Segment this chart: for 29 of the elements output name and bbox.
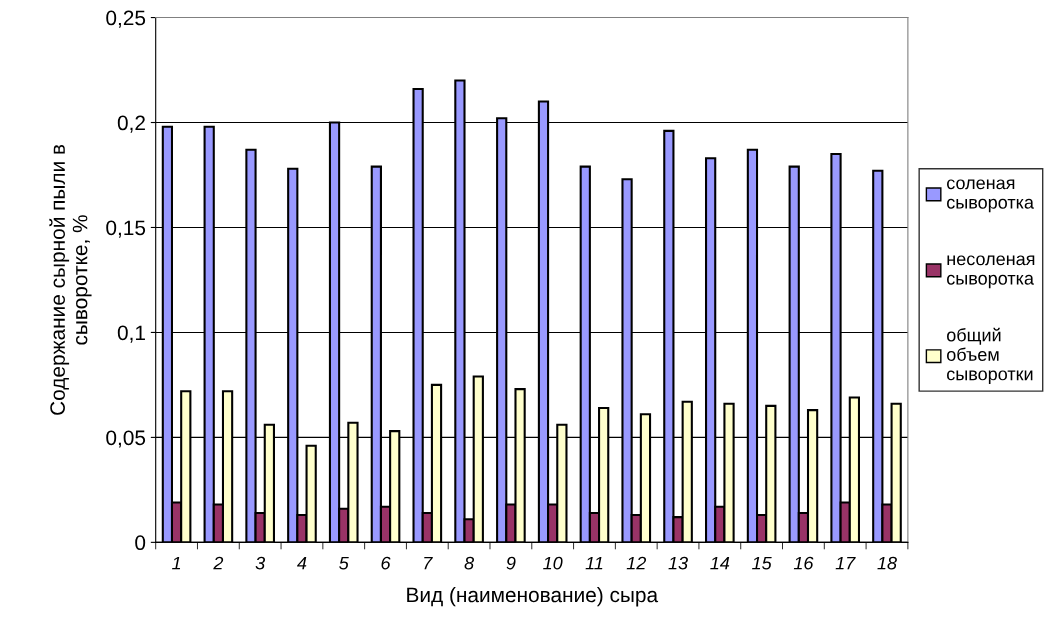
legend-label: несоленая сыворотка [947, 255, 1035, 289]
x-tick-label: 5 [339, 556, 349, 570]
y-tick-label: 0,05 [106, 430, 146, 448]
x-tick-label: 9 [506, 556, 516, 570]
x-tick-label: 6 [381, 556, 391, 570]
x-tick-label: 15 [752, 556, 772, 570]
x-tick-label: 1 [172, 556, 181, 570]
x-tick-label: 2 [213, 556, 224, 570]
x-tick-label: 12 [626, 556, 647, 570]
x-tick-label: 18 [877, 556, 897, 570]
x-tick-label: 17 [835, 556, 856, 570]
x-tick-label: 10 [543, 556, 563, 570]
y-axis-title: Содержание сырной пыли в сыворотке, % [49, 144, 92, 415]
x-tick-label: 3 [255, 556, 266, 570]
y-tick-label: 0 [135, 535, 146, 551]
x-tick-label: 8 [464, 556, 475, 570]
legend-label: соленая сыворотка [947, 179, 1034, 213]
x-tick-label: 16 [793, 556, 814, 570]
x-tick-label: 7 [424, 556, 433, 570]
legend-label: общий объем сыворотки [947, 327, 1033, 384]
y-tick-label: 0,15 [106, 220, 146, 238]
x-axis-title: Вид (наименование) сыра [407, 586, 659, 607]
x-tick-label: 13 [668, 556, 688, 570]
x-tick-label: 14 [710, 556, 730, 570]
x-tick-label: 4 [297, 556, 307, 570]
y-tick-label: 0,2 [117, 115, 145, 133]
y-tick-label: 0,1 [117, 325, 145, 343]
y-tick-label: 0,25 [106, 10, 146, 28]
x-tick-label: 11 [585, 556, 603, 570]
